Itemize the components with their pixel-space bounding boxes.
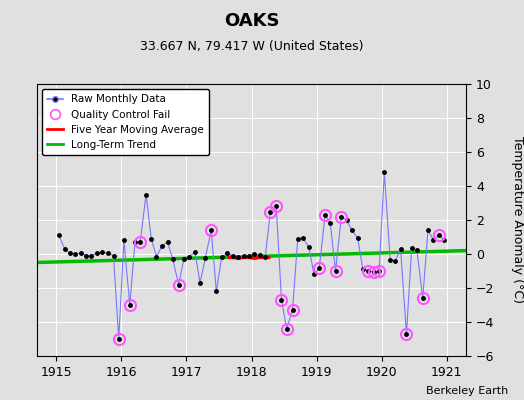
Legend: Raw Monthly Data, Quality Control Fail, Five Year Moving Average, Long-Term Tren: Raw Monthly Data, Quality Control Fail, … xyxy=(42,89,209,155)
Text: OAKS: OAKS xyxy=(224,12,279,30)
Text: 33.667 N, 79.417 W (United States): 33.667 N, 79.417 W (United States) xyxy=(140,40,363,53)
Text: Berkeley Earth: Berkeley Earth xyxy=(426,386,508,396)
Y-axis label: Temperature Anomaly (°C): Temperature Anomaly (°C) xyxy=(511,136,524,304)
